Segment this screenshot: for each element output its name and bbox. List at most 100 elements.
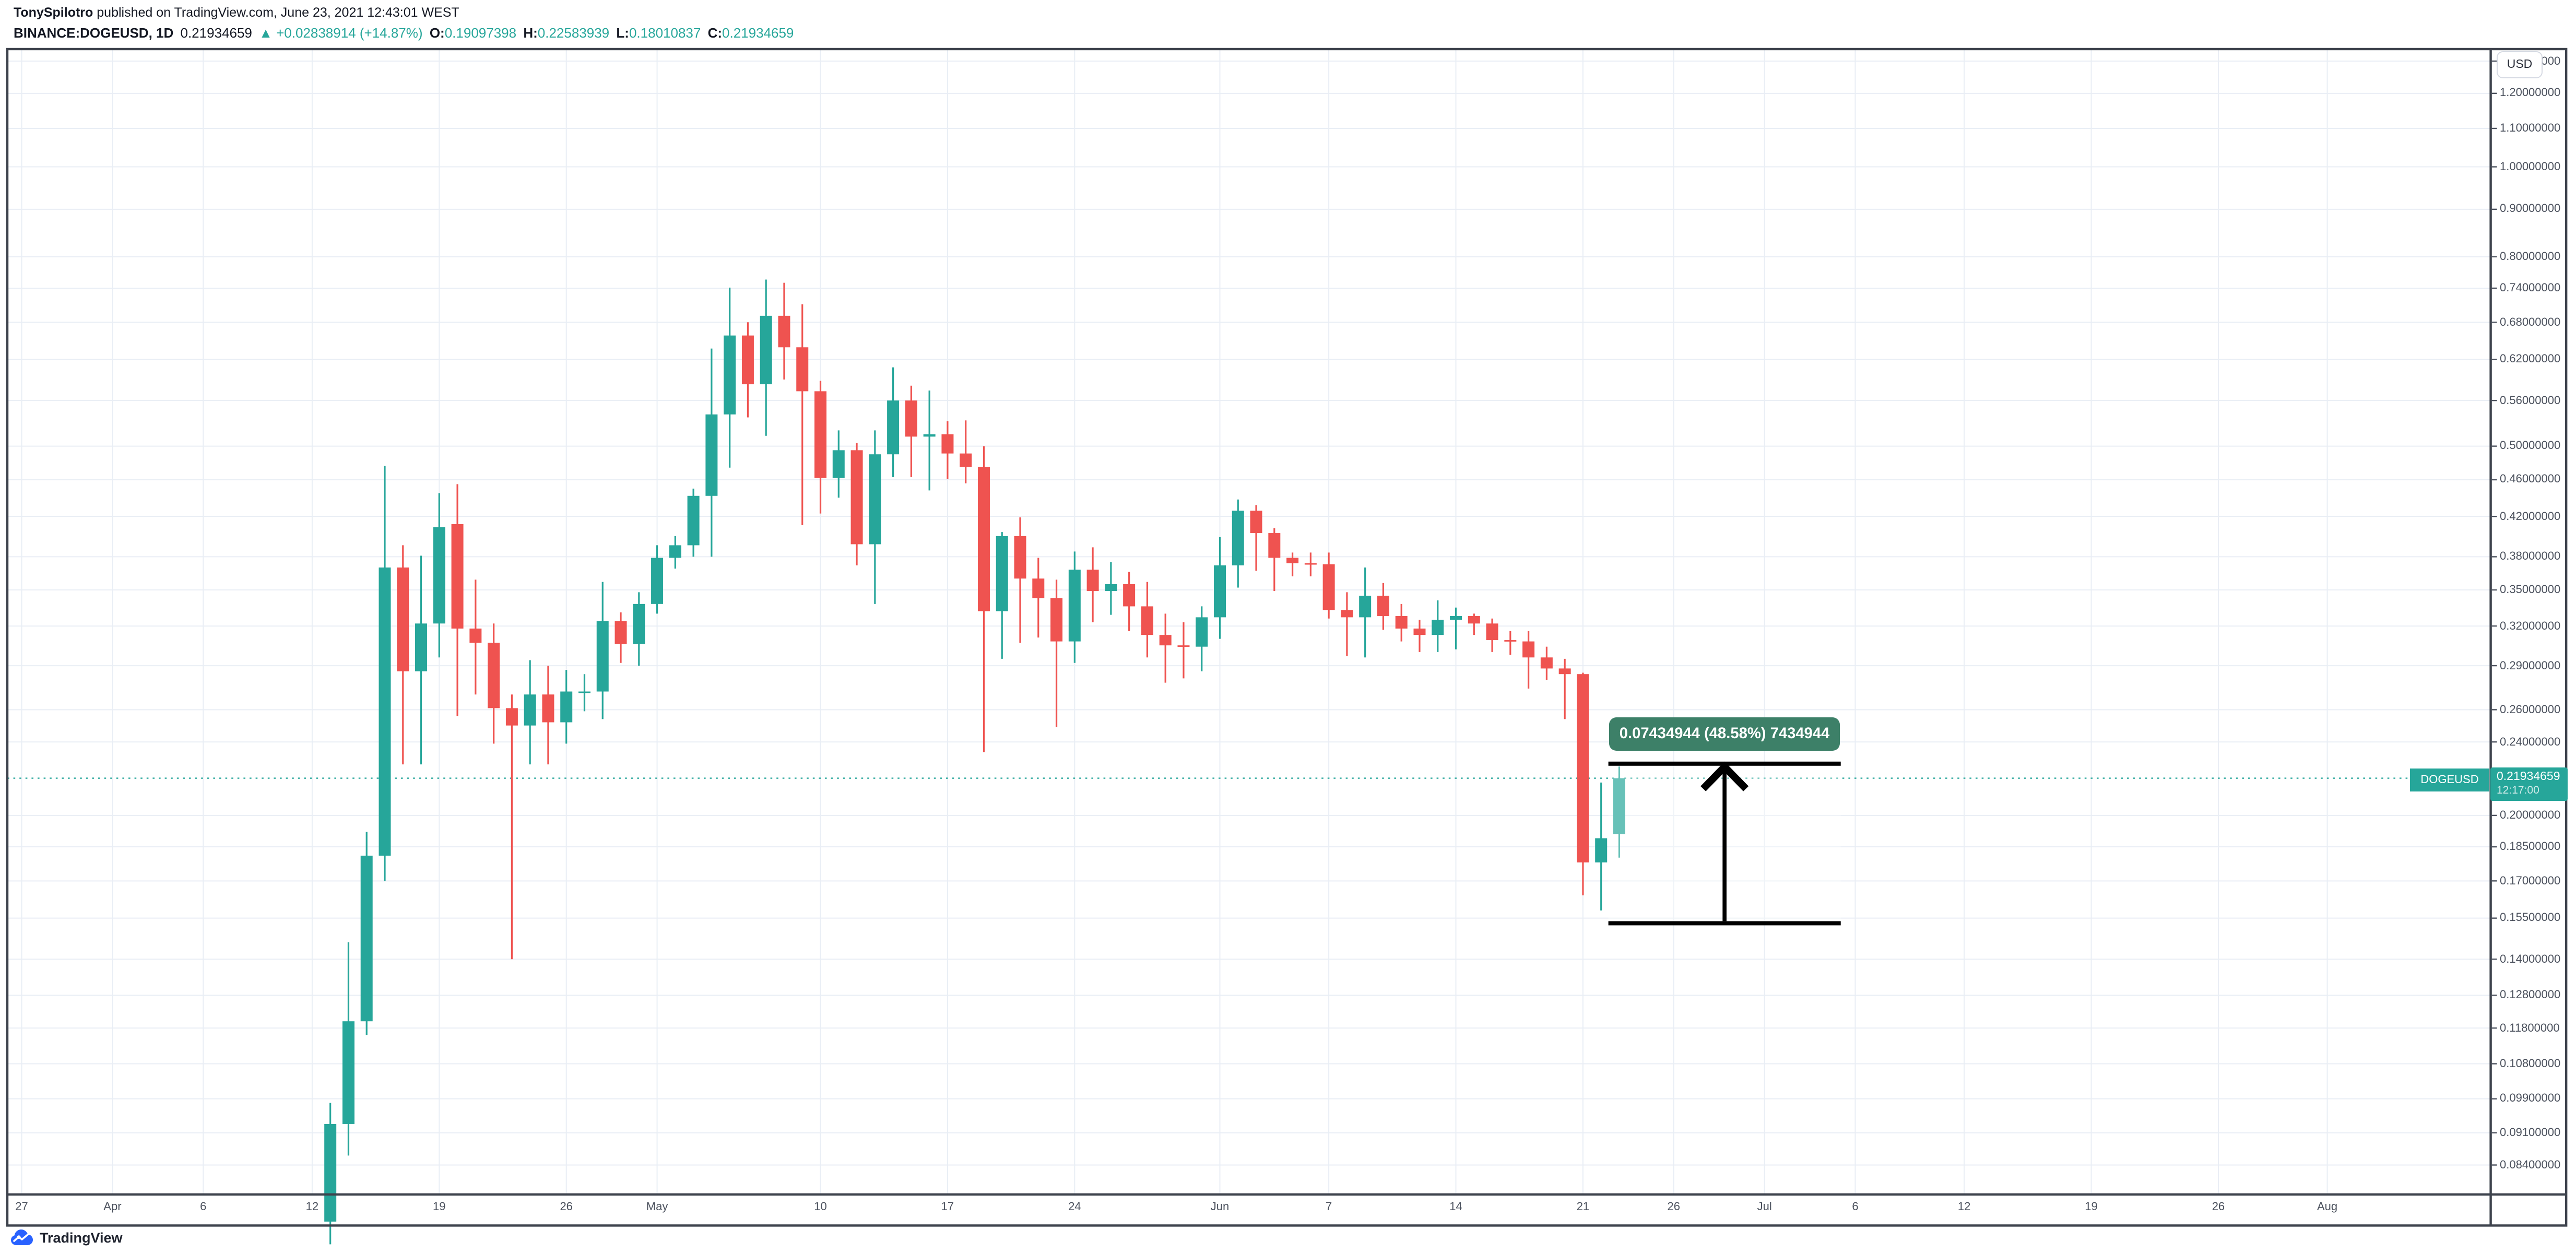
price-axis-label: 0.90000000 bbox=[2500, 203, 2561, 216]
candle-2021-06-08 bbox=[1341, 610, 1353, 618]
price-axis-label: 0.26000000 bbox=[2500, 703, 2561, 716]
candle-2021-06-22 bbox=[1595, 838, 1608, 862]
price-axis-label: 0.12800000 bbox=[2500, 989, 2561, 1002]
candle-2021-06-19 bbox=[1540, 657, 1553, 669]
price-change: ▲ +0.02838914 (+14.87%) bbox=[259, 25, 423, 41]
candle-2021-06-09 bbox=[1359, 596, 1372, 618]
low-label: L: bbox=[616, 25, 629, 41]
time-axis-label: 17 bbox=[941, 1201, 954, 1213]
open-label: O: bbox=[429, 25, 445, 41]
price-axis-label: 0.50000000 bbox=[2500, 440, 2561, 453]
price-range-annotation-label[interactable]: 0.07434944 (48.58%) 7434944 bbox=[1609, 717, 1840, 751]
candle-2021-05-14 bbox=[887, 400, 900, 455]
candle-2021-06-11 bbox=[1395, 616, 1408, 629]
candle-2021-05-20 bbox=[996, 536, 1008, 611]
price-axis-label: 1.10000000 bbox=[2500, 122, 2561, 135]
candle-2021-04-15 bbox=[360, 855, 373, 1022]
time-axis-label: May bbox=[646, 1201, 668, 1213]
time-axis-label: 27 bbox=[15, 1201, 28, 1213]
candle-2021-05-23 bbox=[1050, 598, 1063, 642]
candle-2021-06-21 bbox=[1577, 674, 1589, 862]
candle-2021-05-22 bbox=[1032, 578, 1045, 598]
candle-2021-05-27 bbox=[1123, 584, 1136, 607]
symbol-header: BINANCE:DOGEUSD, 1D 0.21934659 ▲ +0.0283… bbox=[14, 25, 797, 41]
time-axis-label: 26 bbox=[560, 1201, 573, 1213]
candle-2021-05-08 bbox=[778, 315, 790, 348]
candle-2021-06-18 bbox=[1522, 641, 1535, 658]
currency-toggle-button[interactable]: USD bbox=[2497, 51, 2543, 78]
price-axis-label: 0.42000000 bbox=[2500, 510, 2561, 523]
price-axis-label: 0.15500000 bbox=[2500, 912, 2561, 925]
candle-2021-06-07 bbox=[1322, 564, 1335, 610]
candle-2021-05-24 bbox=[1068, 570, 1081, 642]
candle-2021-04-17 bbox=[397, 568, 409, 671]
time-axis-label: Apr bbox=[103, 1201, 122, 1213]
time-axis-label: 6 bbox=[1852, 1201, 1859, 1213]
candle-2021-05-18 bbox=[960, 453, 972, 467]
time-axis-label: 12 bbox=[1957, 1201, 1971, 1213]
candle-2021-05-29 bbox=[1159, 635, 1172, 646]
symbol-price-label: DOGEUSD bbox=[2410, 768, 2489, 791]
candle-2021-05-25 bbox=[1086, 570, 1099, 592]
low-value: 0.18010837 bbox=[629, 25, 701, 41]
author-name: TonySpilotro bbox=[14, 5, 93, 20]
bar-countdown: 12:17:00 bbox=[2497, 784, 2539, 797]
measure-bottom-line[interactable] bbox=[1608, 921, 1841, 926]
time-axis-label: 19 bbox=[433, 1201, 446, 1213]
price-axis-label: 0.38000000 bbox=[2500, 550, 2561, 563]
candle-2021-04-30 bbox=[633, 604, 645, 644]
price-axis-label: 0.62000000 bbox=[2500, 353, 2561, 366]
candle-2021-05-17 bbox=[941, 434, 954, 454]
candle-2021-05-02 bbox=[669, 545, 681, 558]
candle-2021-05-31 bbox=[1196, 617, 1208, 647]
candle-2021-06-13 bbox=[1432, 620, 1444, 635]
candle-2021-06-17 bbox=[1504, 640, 1517, 642]
candle-2021-06-12 bbox=[1413, 628, 1426, 635]
symbol-interval: BINANCE:DOGEUSD, 1D bbox=[14, 25, 174, 41]
price-axis-label: 0.14000000 bbox=[2500, 953, 2561, 966]
price-axis-label: 0.11800000 bbox=[2500, 1022, 2560, 1035]
candle-2021-04-23 bbox=[505, 708, 518, 726]
measure-arrow-up-icon bbox=[1700, 761, 1749, 791]
candle-2021-05-13 bbox=[869, 454, 881, 545]
candle-2021-05-04 bbox=[705, 414, 718, 496]
time-axis-label: 26 bbox=[1667, 1201, 1681, 1213]
open-value: 0.19097398 bbox=[444, 25, 517, 41]
candle-2021-05-21 bbox=[1014, 536, 1026, 579]
candle-2021-05-15 bbox=[905, 400, 917, 437]
candle-2021-04-29 bbox=[615, 621, 627, 644]
candle-2021-04-16 bbox=[379, 568, 391, 856]
tradingview-logo[interactable]: TradingView bbox=[10, 1229, 123, 1246]
price-axis-label: 1.20000000 bbox=[2500, 87, 2561, 100]
publish-header: TonySpilotro published on TradingView.co… bbox=[14, 5, 459, 20]
candle-2021-05-07 bbox=[760, 315, 772, 385]
price-axis-label: 0.46000000 bbox=[2500, 473, 2561, 486]
candle-2021-04-18 bbox=[415, 623, 428, 671]
candle-2021-05-28 bbox=[1141, 606, 1153, 635]
candle-2021-05-19 bbox=[977, 467, 990, 611]
time-axis-label: 24 bbox=[1068, 1201, 1081, 1213]
price-axis-label: 0.32000000 bbox=[2500, 620, 2561, 633]
close-value: 0.21934659 bbox=[722, 25, 794, 41]
candle-2021-04-19 bbox=[433, 527, 445, 624]
price-axis-label: 0.18500000 bbox=[2500, 841, 2561, 854]
candle-2021-04-27 bbox=[578, 691, 590, 693]
candle-2021-05-03 bbox=[687, 495, 700, 546]
price-axis-label: 0.74000000 bbox=[2500, 281, 2561, 294]
time-axis-label: 7 bbox=[1326, 1201, 1332, 1213]
price-axis-label: 0.24000000 bbox=[2500, 736, 2561, 749]
candle-2021-06-06 bbox=[1304, 563, 1317, 565]
price-axis-label: 0.17000000 bbox=[2500, 874, 2561, 888]
chart-frame bbox=[6, 48, 2568, 1227]
candle-2021-06-01 bbox=[1214, 565, 1226, 618]
time-axis-label: Aug bbox=[2317, 1201, 2338, 1213]
candle-2021-06-02 bbox=[1232, 511, 1244, 565]
candle-2021-04-28 bbox=[596, 621, 609, 692]
current-price-value: 0.21934659 bbox=[2497, 771, 2560, 784]
candle-2021-05-05 bbox=[724, 335, 736, 415]
price-axis-label: 0.29000000 bbox=[2500, 659, 2561, 672]
candle-2021-04-25 bbox=[542, 694, 554, 723]
time-axis-label: 12 bbox=[305, 1201, 319, 1213]
time-axis-label: 21 bbox=[1576, 1201, 1590, 1213]
